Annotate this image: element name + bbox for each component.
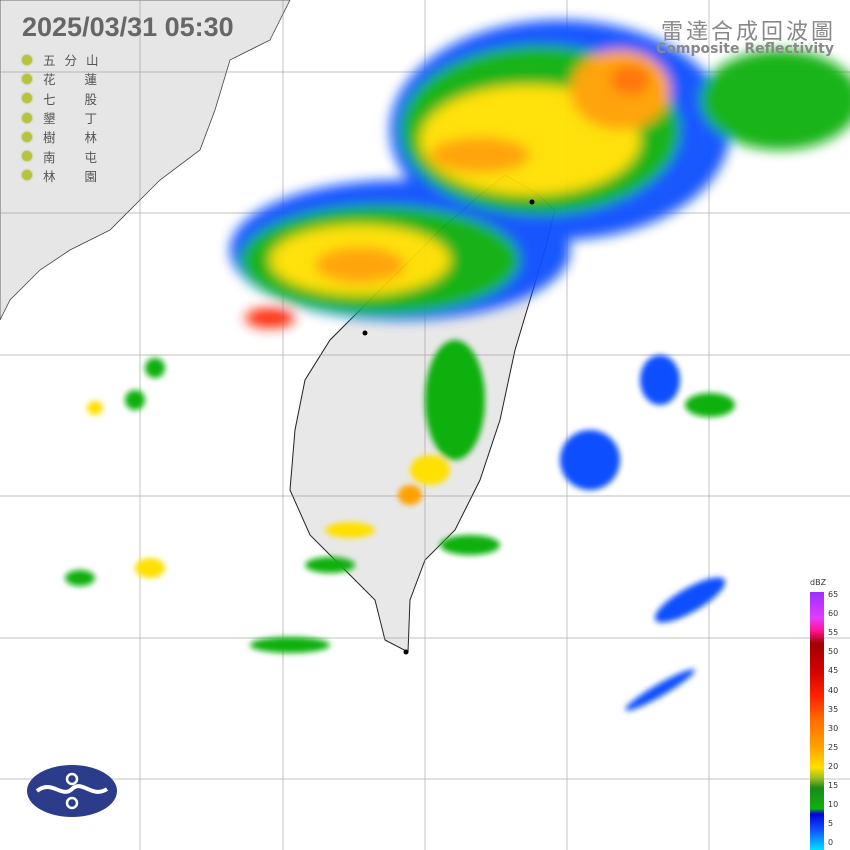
station-item: 林園: [22, 166, 103, 185]
station-dot-icon: [22, 93, 32, 104]
legend-tick-label: 35: [828, 704, 839, 714]
legend-tick-label: 5: [828, 819, 834, 829]
station-dot-icon: [22, 54, 32, 65]
station-item: 五分山: [22, 50, 103, 69]
station-marker-shulin: [362, 330, 368, 336]
cwa-logo-icon: [27, 765, 117, 817]
product-title-en: Composite Reflectivity: [656, 41, 834, 57]
legend-tick-label: 45: [828, 666, 839, 676]
legend-tick-label: 10: [828, 800, 839, 810]
legend-tick-label: 25: [828, 742, 839, 752]
legend-tick-label: 60: [828, 609, 839, 619]
station-item: 南屯: [22, 146, 103, 165]
legend-tick-label: 30: [828, 723, 839, 733]
station-marker-wufenshan: [529, 199, 535, 205]
radar-station-list: 五分山 花蓮 七股 墾丁 樹林 南屯 林園: [22, 50, 103, 185]
station-item: 樹林: [22, 127, 103, 146]
station-dot-icon: [22, 131, 32, 142]
legend-tick-label: 50: [828, 647, 839, 657]
echo-scattered-cells: [65, 340, 735, 711]
station-dot-icon: [22, 170, 32, 181]
legend-tick-label: 0: [828, 838, 834, 848]
station-dot-icon: [22, 112, 32, 123]
mainland-coast: [0, 0, 291, 321]
station-dot-icon: [22, 151, 32, 162]
legend-tick-label: 55: [828, 628, 839, 638]
station-dot-icon: [22, 73, 32, 84]
legend-color-bar: [810, 592, 824, 850]
legend-tick-label: 20: [828, 761, 839, 771]
station-marker-kenting: [403, 649, 409, 655]
dbz-color-legend: dBZ 65 60 55 50 45 40 35 30 25 20 15 10 5 0: [806, 578, 846, 850]
timestamp: 2025/03/31 05:30: [22, 12, 234, 42]
legend-tick-label: 40: [828, 685, 839, 695]
station-item: 七股: [22, 89, 103, 108]
echo-main-band: [230, 20, 850, 328]
legend-tick-label: 15: [828, 781, 839, 790]
station-label: 五分山: [43, 53, 108, 69]
station-item: 墾丁: [22, 108, 103, 127]
product-title-zh: 雷達合成回波圖: [660, 20, 836, 45]
legend-tick-label: 65: [828, 590, 839, 599]
station-item: 花蓮: [22, 69, 103, 88]
legend-unit: dBZ: [810, 578, 827, 587]
